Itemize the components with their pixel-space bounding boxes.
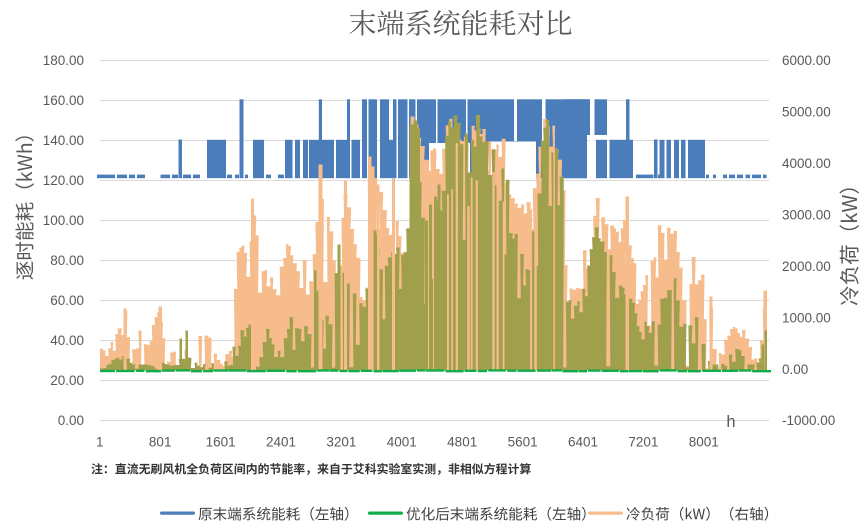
svg-text:2000.00: 2000.00	[782, 259, 831, 274]
svg-text:1601: 1601	[206, 435, 236, 450]
svg-text:3000.00: 3000.00	[782, 207, 831, 222]
svg-text:-1000.00: -1000.00	[782, 413, 835, 428]
svg-text:120.00: 120.00	[43, 173, 84, 188]
svg-text:8001: 8001	[689, 435, 719, 450]
svg-text:6000.00: 6000.00	[782, 53, 831, 68]
svg-text:1: 1	[96, 435, 104, 450]
svg-text:100.00: 100.00	[43, 213, 84, 228]
svg-text:4801: 4801	[447, 435, 477, 450]
svg-text:160.00: 160.00	[43, 93, 84, 108]
svg-text:1000.00: 1000.00	[782, 310, 831, 325]
svg-text:80.00: 80.00	[50, 253, 84, 268]
svg-text:5000.00: 5000.00	[782, 105, 831, 120]
svg-text:5601: 5601	[508, 435, 538, 450]
svg-text:4001: 4001	[387, 435, 417, 450]
svg-text:20.00: 20.00	[50, 373, 84, 388]
svg-text:2401: 2401	[266, 435, 296, 450]
svg-text:4000.00: 4000.00	[782, 156, 831, 171]
svg-text:180.00: 180.00	[43, 53, 84, 68]
svg-text:3201: 3201	[326, 435, 356, 450]
svg-text:801: 801	[149, 435, 172, 450]
svg-text:140.00: 140.00	[43, 133, 84, 148]
svg-text:0.00: 0.00	[58, 413, 84, 428]
svg-text:40.00: 40.00	[50, 333, 84, 348]
svg-text:7201: 7201	[628, 435, 658, 450]
svg-text:h: h	[726, 413, 735, 431]
svg-text:0.00: 0.00	[782, 362, 808, 377]
svg-text:60.00: 60.00	[50, 293, 84, 308]
svg-text:6401: 6401	[568, 435, 598, 450]
